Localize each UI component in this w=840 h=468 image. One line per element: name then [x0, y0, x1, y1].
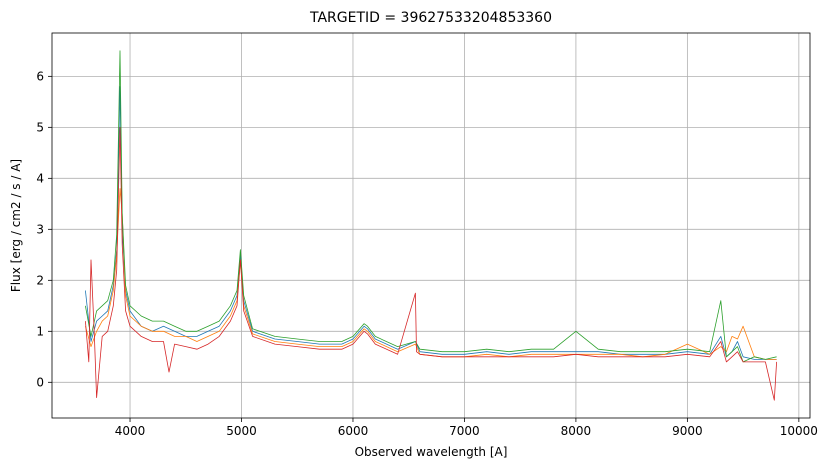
- x-tick-label: 8000: [561, 424, 592, 438]
- y-tick-label: 4: [36, 171, 44, 185]
- x-tick-label: 7000: [449, 424, 480, 438]
- y-axis-ticks: 0 1 2 3 4 5 6: [36, 69, 52, 389]
- y-tick-label: 5: [36, 120, 44, 134]
- spectrum-series-line-1: [85, 86, 777, 360]
- y-tick-label: 0: [36, 375, 44, 389]
- x-tick-label: 10000: [780, 424, 818, 438]
- x-tick-label: 6000: [338, 424, 369, 438]
- spectrum-series-line-4: [85, 126, 777, 401]
- x-axis-label: Observed wavelength [A]: [355, 445, 508, 459]
- y-tick-label: 6: [36, 69, 44, 83]
- y-tick-label: 2: [36, 273, 44, 287]
- x-axis-ticks: 4000 5000 6000 7000 8000 9000 10000: [115, 418, 818, 438]
- plot-frame: [51, 32, 811, 419]
- x-tick-label: 4000: [115, 424, 146, 438]
- y-axis-label: Flux [erg / cm2 / s / A]: [9, 159, 23, 292]
- x-tick-label: 9000: [672, 424, 703, 438]
- spectrum-series-line-2: [85, 188, 777, 360]
- spectrum-series-line-3: [85, 50, 777, 363]
- series-layer: [85, 50, 777, 401]
- x-tick-label: 5000: [226, 424, 257, 438]
- y-tick-label: 3: [36, 222, 44, 236]
- y-tick-label: 1: [36, 324, 44, 338]
- grid-lines: [52, 33, 810, 418]
- chart-title: TARGETID = 39627533204853360: [309, 10, 552, 26]
